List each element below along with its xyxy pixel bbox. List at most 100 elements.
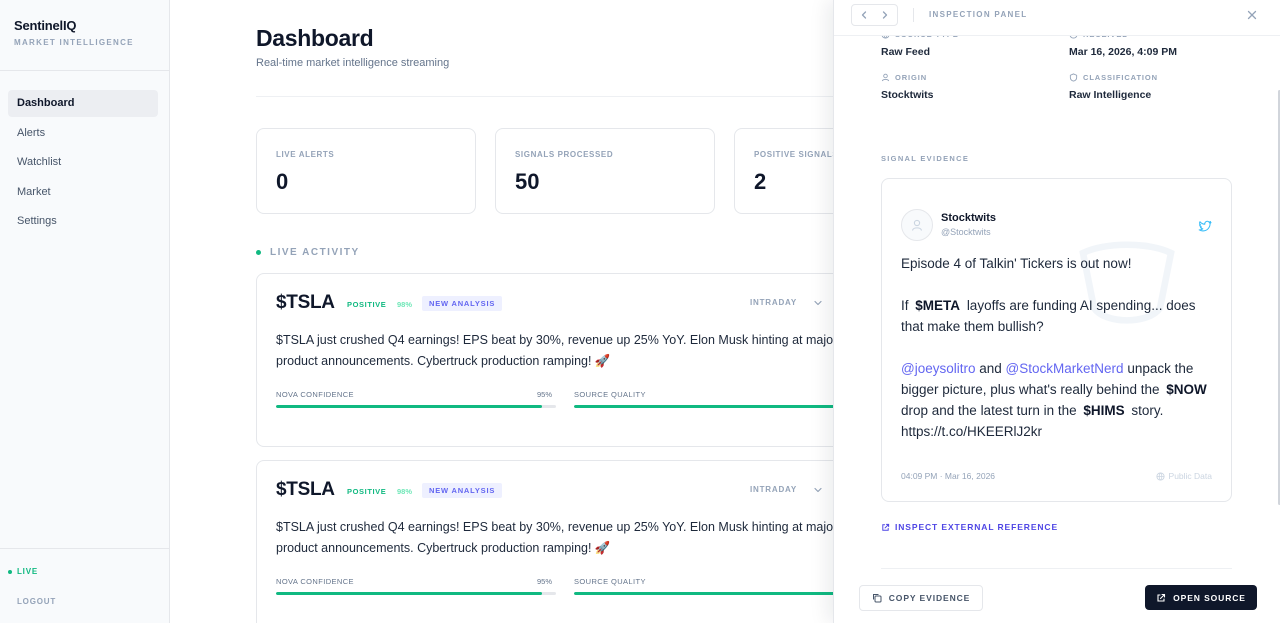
- header-divider: [256, 96, 833, 97]
- previous-button[interactable]: [853, 4, 875, 26]
- sidebar-item-watchlist[interactable]: Watchlist: [17, 156, 62, 168]
- confidence-value: 95%: [537, 390, 553, 399]
- twitter-bird-icon: [1198, 219, 1212, 233]
- shield-icon: [1069, 73, 1078, 82]
- classification-value: Raw Intelligence: [1069, 89, 1152, 101]
- header-separator: [913, 8, 914, 22]
- live-status: LIVE: [8, 567, 38, 576]
- activity-dot-icon: [256, 250, 261, 255]
- sidebar-footer-divider: [0, 548, 169, 549]
- source-quality-bar-fill: [574, 405, 833, 408]
- evidence-post-text: Episode 4 of Talkin' Tickers is out now!…: [901, 253, 1221, 463]
- ticker-symbol: $TSLA: [276, 292, 335, 313]
- source-quality-bar-fill: [574, 592, 833, 595]
- source-type-value: Raw Feed: [881, 46, 931, 58]
- confidence-bar: [276, 405, 556, 408]
- watermark-icon: [1079, 241, 1175, 324]
- confidence-bar: [276, 592, 556, 595]
- confidence-value: 95%: [537, 577, 553, 586]
- signal-card[interactable]: $TSLA POSITIVE 98% NEW ANALYSIS INTRADAY…: [256, 460, 833, 623]
- sidebar-item-alerts[interactable]: Alerts: [17, 126, 46, 139]
- user-icon: [911, 219, 923, 231]
- stat-value: 0: [276, 169, 289, 194]
- stat-label: SIGNALS PROCESSED: [515, 150, 614, 159]
- user-icon: [881, 73, 890, 82]
- signal-text: $TSLA just crushed Q4 earnings! EPS beat…: [276, 520, 833, 555]
- mention-stockmarketnerd[interactable]: @StockMarketNerd: [1005, 361, 1124, 376]
- stat-card-signals-processed: SIGNALS PROCESSED 50: [495, 128, 715, 214]
- inspection-panel: INSPECTION PANEL SOURCE TYPE Raw Feed RE…: [833, 0, 1280, 623]
- copy-icon: [872, 594, 882, 603]
- live-activity-label: LIVE ACTIVITY: [270, 247, 360, 258]
- main-content: Dashboard Real-time market intelligence …: [170, 0, 833, 623]
- confidence-label: NOVA CONFIDENCE: [276, 390, 354, 399]
- close-icon: [1247, 10, 1257, 20]
- chevron-right-icon: [882, 11, 888, 19]
- next-button[interactable]: [874, 4, 896, 26]
- footer-divider: [881, 568, 1232, 569]
- signal-card[interactable]: $TSLA POSITIVE 98% NEW ANALYSIS INTRADAY…: [256, 273, 833, 447]
- sentiment-score: 98%: [397, 300, 413, 309]
- page-title: Dashboard: [256, 25, 374, 51]
- stat-value: 50: [515, 169, 540, 194]
- stat-label: POSITIVE SIGNALS: [754, 150, 833, 159]
- cashtag-now[interactable]: $NOW: [1166, 382, 1207, 397]
- avatar: [901, 209, 933, 241]
- new-analysis-badge: NEW ANALYSIS: [422, 483, 503, 498]
- evidence-author: Stocktwits: [941, 212, 997, 224]
- mention-joeysolitro[interactable]: @joeysolitro: [901, 361, 976, 376]
- post-line-3: @joeysolitro and @StockMarketNerd unpack…: [901, 358, 1221, 442]
- globe-icon: [1155, 471, 1165, 481]
- close-button[interactable]: [1245, 8, 1259, 22]
- chevron-left-icon: [861, 11, 867, 19]
- sidebar-nav: Dashboard Alerts Watchlist Market Settin…: [8, 90, 158, 238]
- classification-label: CLASSIFICATION: [1069, 73, 1158, 82]
- app-tagline: MARKET INTELLIGENCE: [14, 38, 134, 47]
- source-quality-label: SOURCE QUALITY: [574, 390, 646, 399]
- confidence-label: NOVA CONFIDENCE: [276, 577, 354, 586]
- sidebar-item-market[interactable]: Market: [17, 185, 51, 198]
- sidebar-item-settings[interactable]: Settings: [17, 215, 57, 227]
- panel-scrollbar[interactable]: [1278, 90, 1280, 505]
- cashtag-hims[interactable]: $HIMS: [1083, 403, 1125, 418]
- origin-label: ORIGIN: [881, 73, 927, 82]
- open-source-button[interactable]: OPEN SOURCE: [1145, 585, 1257, 610]
- live-status-label: LIVE: [17, 567, 38, 576]
- evidence-card: Stocktwits @Stocktwits Episode 4 of Talk…: [881, 178, 1232, 502]
- ticker-symbol: $TSLA: [276, 479, 335, 500]
- logout-button[interactable]: LOGOUT: [17, 597, 57, 606]
- stat-value: 2: [754, 169, 767, 194]
- post-line-1: Episode 4 of Talkin' Tickers is out now!: [901, 256, 1132, 271]
- external-link-icon: [882, 523, 890, 531]
- sidebar: SentinelIQ MARKET INTELLIGENCE Dashboard…: [0, 0, 170, 623]
- source-quality-bar: [574, 405, 833, 408]
- app-name: SentinelIQ: [14, 18, 77, 33]
- panel-header: INSPECTION PANEL: [834, 0, 1280, 36]
- stat-label: LIVE ALERTS: [276, 150, 335, 159]
- source-quality-label: SOURCE QUALITY: [574, 577, 646, 586]
- page-subtitle: Real-time market intelligence streaming: [256, 57, 450, 69]
- sentiment-score: 98%: [397, 487, 413, 496]
- expand-chevron-icon[interactable]: [812, 483, 824, 495]
- signal-text: $TSLA just crushed Q4 earnings! EPS beat…: [276, 333, 833, 368]
- signal-evidence-heading: SIGNAL EVIDENCE: [881, 154, 970, 163]
- inspect-external-reference-link[interactable]: INSPECT EXTERNAL REFERENCE: [881, 522, 1058, 532]
- origin-value: Stocktwits: [881, 89, 934, 101]
- external-link-icon: [1157, 593, 1166, 602]
- timeframe-label: INTRADAY: [750, 485, 797, 494]
- evidence-handle: @Stocktwits: [941, 227, 991, 237]
- confidence-bar-fill: [276, 405, 542, 408]
- expand-chevron-icon[interactable]: [812, 296, 824, 308]
- copy-evidence-button[interactable]: COPY EVIDENCE: [859, 585, 983, 611]
- post-line-2: If $META layoffs are funding AI spending…: [901, 298, 1196, 334]
- stat-card-live-alerts: LIVE ALERTS 0: [256, 128, 476, 214]
- live-dot-icon: [8, 569, 12, 574]
- timeframe-label: INTRADAY: [750, 298, 797, 307]
- sidebar-item-dashboard[interactable]: Dashboard: [8, 90, 158, 117]
- sidebar-divider: [0, 70, 169, 71]
- post-timestamp: 04:09 PM · Mar 16, 2026: [901, 471, 996, 481]
- source-quality-bar: [574, 592, 833, 595]
- post-source: Public Data: [1155, 471, 1212, 481]
- panel-nav-group: [851, 4, 898, 26]
- cashtag-meta[interactable]: $META: [915, 298, 961, 313]
